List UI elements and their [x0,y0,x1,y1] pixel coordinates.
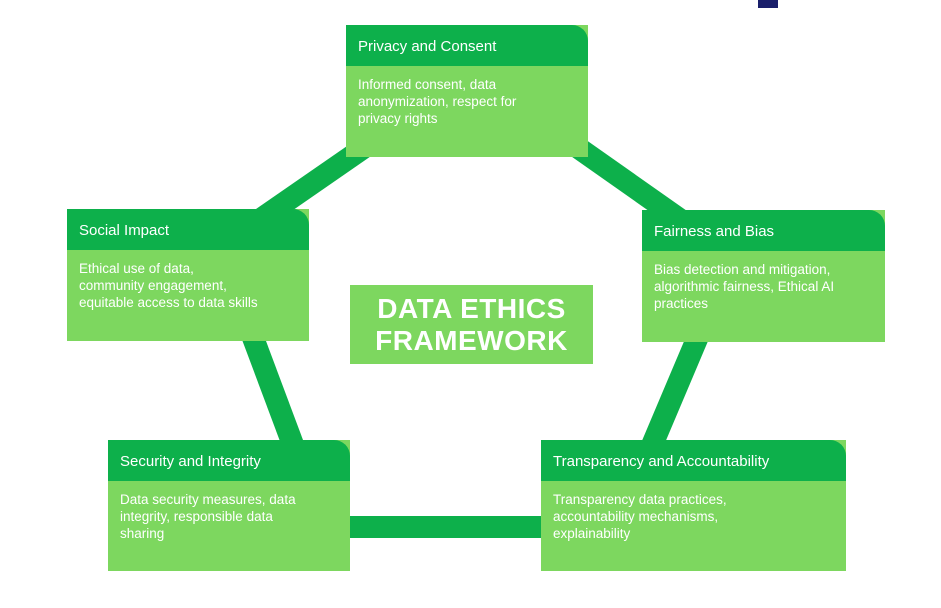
node-description-line: Informed consent, data [358,77,497,92]
node-description: Ethical use of data, community engagemen… [67,250,309,321]
node-description-line: community engagement, [79,278,227,293]
node-description: Data security measures, data integrity, … [108,481,350,552]
center-title-line: FRAMEWORK [375,324,568,356]
node-social-impact: Social Impact Ethical use of data, commu… [67,209,309,341]
node-title: Security and Integrity [108,440,350,481]
node-title: Privacy and Consent [346,25,588,66]
node-description-line: Transparency data practices, [553,492,727,507]
node-description-line: equitable access to data skills [79,295,258,310]
node-fairness-and-bias: Fairness and Bias Bias detection and mit… [642,210,885,342]
connector-security-social [241,331,306,454]
node-description: Informed consent, data anonymization, re… [346,66,588,137]
node-description-line: Data security measures, data [120,492,296,507]
node-privacy-and-consent: Privacy and Consent Informed consent, da… [346,25,588,157]
center-title: DATA ETHICS FRAMEWORK [350,285,593,364]
node-description-line: Ethical use of data, [79,261,194,276]
node-security-and-integrity: Security and Integrity Data security mea… [108,440,350,571]
node-title: Transparency and Accountability [541,440,846,481]
node-description-line: anonymization, respect for [358,94,517,109]
node-description: Bias detection and mitigation, algorithm… [642,251,885,322]
corner-decoration [758,0,778,8]
node-title: Fairness and Bias [642,210,885,251]
node-description-line: algorithmic fairness, Ethical AI [654,279,835,294]
node-description-line: Bias detection and mitigation, [654,262,831,277]
node-description-line: practices [654,296,709,311]
center-title-line: DATA ETHICS [377,292,566,324]
node-title: Social Impact [67,209,309,250]
node-transparency-and-accountability: Transparency and Accountability Transpar… [541,440,846,571]
node-description-line: integrity, responsible data [120,509,273,524]
node-description-line: accountability mechanisms, [553,509,719,524]
node-description-line: explainability [553,526,631,541]
node-description: Transparency data practices, accountabil… [541,481,846,552]
node-description-line: privacy rights [358,111,438,126]
node-description-line: sharing [120,526,165,541]
